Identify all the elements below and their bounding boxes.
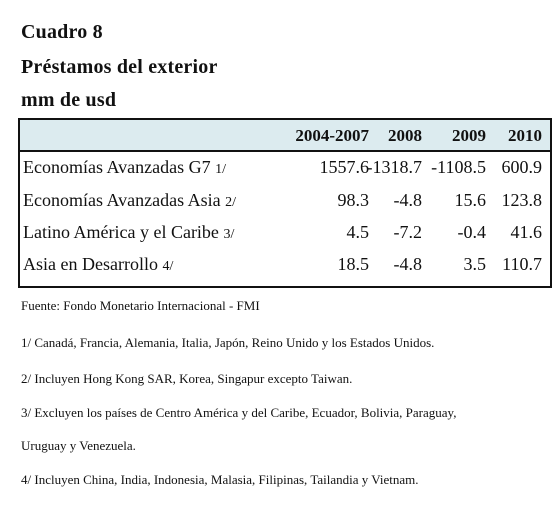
column-header-2004-2007: 2004-2007 — [295, 126, 369, 145]
cell-2008: -1318.7 — [366, 157, 423, 177]
table-row: Latino América y el Caribe 3/ 4.5 -7.2 -… — [20, 217, 550, 248]
row-footnote-ref: 1/ — [215, 162, 227, 177]
cell-2010: 600.9 — [501, 157, 543, 177]
cell-2009: 15.6 — [454, 190, 487, 210]
table-header-row: 2004-2007 2008 2009 2010 — [20, 120, 550, 152]
row-label: Asia en Desarrollo 4/ — [23, 249, 173, 282]
table-number: Cuadro 8 — [21, 21, 103, 43]
source-note: Fuente: Fondo Monetario Internacional - … — [21, 298, 260, 313]
row-label: Latino América y el Caribe 3/ — [23, 217, 234, 250]
cell-2008: -4.8 — [393, 190, 423, 210]
cell-2004-2007: 98.3 — [337, 190, 370, 210]
row-label-text: Asia en Desarrollo — [23, 254, 158, 274]
cell-2004-2007: 1557.6 — [319, 157, 370, 177]
footnote-4: 4/ Incluyen China, India, Indonesia, Mal… — [21, 472, 419, 487]
table-units: mm de usd — [21, 89, 117, 111]
row-footnote-ref: 3/ — [223, 227, 235, 242]
footnote-3-continued: Uruguay y Venezuela. — [21, 438, 136, 453]
cell-2010: 123.8 — [501, 190, 543, 210]
cell-2010: 110.7 — [502, 254, 542, 274]
row-label: Economías Avanzadas Asia 2/ — [23, 185, 236, 218]
column-header-2010: 2010 — [508, 126, 542, 145]
cell-2004-2007: 18.5 — [337, 254, 370, 274]
row-label-text: Latino América y el Caribe — [23, 222, 219, 242]
cell-2009: 3.5 — [463, 254, 487, 274]
column-header-2008: 2008 — [388, 126, 422, 145]
table-row: Asia en Desarrollo 4/ 18.5 -4.8 3.5 110.… — [20, 249, 550, 280]
cell-2009: -0.4 — [457, 222, 487, 242]
footnote-1: 1/ Canadá, Francia, Alemania, Italia, Ja… — [21, 335, 435, 350]
row-footnote-ref: 4/ — [162, 259, 174, 274]
cell-2008: -4.8 — [393, 254, 423, 274]
cell-2004-2007: 4.5 — [346, 222, 370, 242]
cell-2009: -1108.5 — [431, 157, 486, 177]
cell-2010: 41.6 — [510, 222, 543, 242]
data-table: 2004-2007 2008 2009 2010 Economías Avanz… — [18, 118, 552, 288]
row-label-text: Economías Avanzadas Asia — [23, 190, 221, 210]
column-header-2009: 2009 — [452, 126, 486, 145]
footnote-2: 2/ Incluyen Hong Kong SAR, Korea, Singap… — [21, 371, 353, 386]
cell-2008: -7.2 — [393, 222, 423, 242]
table-title: Préstamos del exterior — [21, 56, 218, 78]
table-row: Economías Avanzadas G7 1/ 1557.6 -1318.7… — [20, 152, 550, 183]
row-label: Economías Avanzadas G7 1/ — [23, 152, 226, 185]
table-row: Economías Avanzadas Asia 2/ 98.3 -4.8 15… — [20, 185, 550, 216]
footnote-3: 3/ Excluyen los países de Centro América… — [21, 405, 457, 420]
row-footnote-ref: 2/ — [225, 195, 237, 210]
row-label-text: Economías Avanzadas G7 — [23, 157, 211, 177]
